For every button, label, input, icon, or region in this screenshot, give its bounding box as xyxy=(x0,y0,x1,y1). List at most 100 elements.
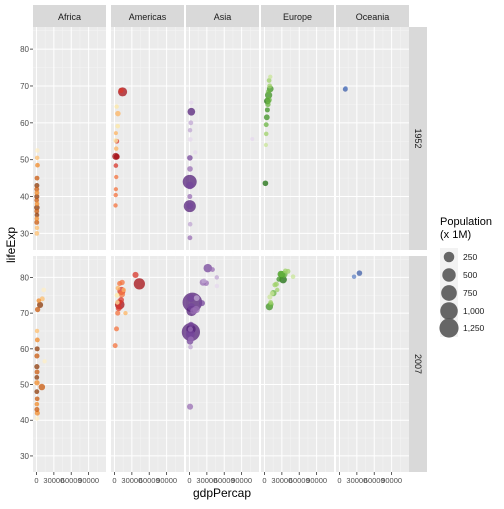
x-tick-label: 30000 xyxy=(43,476,64,485)
panel-asia-1952 xyxy=(186,27,259,250)
panel-background xyxy=(33,27,106,250)
data-point xyxy=(264,107,270,113)
panel-asia-2007 xyxy=(186,256,259,472)
x-tick-label: 90000 xyxy=(381,476,402,485)
data-point xyxy=(35,148,40,153)
data-point xyxy=(34,201,40,207)
data-point xyxy=(35,162,40,168)
data-point xyxy=(187,155,193,161)
data-point xyxy=(114,174,119,180)
data-point xyxy=(123,310,128,316)
data-point xyxy=(262,180,269,187)
data-point xyxy=(214,275,220,280)
data-point xyxy=(34,369,40,375)
x-tick-label: 0 xyxy=(337,476,341,485)
data-point xyxy=(199,300,205,307)
data-point xyxy=(250,137,255,142)
y-tick-label: 30 xyxy=(20,229,29,238)
legend-key-circle xyxy=(442,268,456,282)
data-point xyxy=(356,270,363,276)
data-point xyxy=(267,294,273,300)
data-point xyxy=(118,87,124,94)
data-point xyxy=(34,231,40,236)
data-point xyxy=(41,287,47,293)
data-point xyxy=(113,187,118,192)
data-point xyxy=(34,204,40,211)
panel-europe-1952 xyxy=(261,27,334,250)
panel-europe-2007 xyxy=(261,256,334,472)
facet-strip-label: Asia xyxy=(214,12,232,22)
data-point xyxy=(188,120,194,126)
data-point xyxy=(34,219,40,225)
facet-strip-europe xyxy=(261,5,334,27)
data-point xyxy=(351,274,357,279)
y-axis-title: lifeExp xyxy=(4,227,18,263)
panel-africa-1952 xyxy=(33,27,106,250)
data-point xyxy=(272,282,278,288)
data-point xyxy=(263,122,269,128)
data-point xyxy=(201,278,207,284)
data-point xyxy=(268,74,273,79)
data-point xyxy=(187,194,193,200)
data-point xyxy=(203,263,213,273)
data-point xyxy=(115,305,122,312)
y-tick-label: 60 xyxy=(20,119,29,128)
panel-background xyxy=(336,256,409,472)
panel-background xyxy=(261,27,334,250)
data-point xyxy=(34,212,40,218)
y-tick-label: 50 xyxy=(20,381,29,390)
data-point xyxy=(269,291,275,296)
points-layer xyxy=(34,74,363,421)
data-point xyxy=(113,153,120,160)
legend-key-circle xyxy=(440,302,458,320)
facet-strip-label: Europe xyxy=(283,12,312,22)
data-point xyxy=(115,110,121,117)
data-point xyxy=(34,401,40,407)
legend-key-label: 250 xyxy=(463,252,477,262)
legend-title-line1: Population xyxy=(440,216,492,228)
data-point xyxy=(188,321,194,328)
data-point xyxy=(285,268,291,274)
data-point xyxy=(187,221,193,227)
data-point xyxy=(113,146,119,151)
x-tick-label: 90000 xyxy=(78,476,99,485)
legend: Population (x 1M) 250 500 750 1,000 1,250 xyxy=(439,216,492,338)
x-tick-label: 30000 xyxy=(196,476,217,485)
data-point xyxy=(117,280,123,287)
data-point xyxy=(187,235,193,241)
legend-key-label: 500 xyxy=(463,270,477,280)
panel-oceania-2007 xyxy=(336,256,409,472)
data-point xyxy=(265,101,271,108)
data-point xyxy=(34,337,40,343)
data-point xyxy=(121,287,126,293)
facet-strip-americas xyxy=(111,5,184,27)
data-point xyxy=(263,142,269,148)
data-point xyxy=(114,292,120,298)
panel-africa-2007 xyxy=(33,256,106,472)
data-point xyxy=(34,186,40,192)
data-point xyxy=(34,175,40,181)
legend-key-label: 1,250 xyxy=(463,323,485,333)
data-point xyxy=(187,127,193,133)
data-point xyxy=(34,380,40,386)
data-point xyxy=(115,300,120,305)
y-tick-label: 50 xyxy=(20,156,29,165)
data-point xyxy=(263,114,270,121)
data-point xyxy=(133,278,145,290)
x-tick-label: 90000 xyxy=(306,476,327,485)
y-tick-label: 30 xyxy=(20,452,29,461)
data-point xyxy=(132,271,139,278)
y-tick-label: 40 xyxy=(20,416,29,425)
x-tick-label: 0 xyxy=(112,476,116,485)
data-point xyxy=(188,137,193,142)
strips-layer: Africa Americas Asia Europe Oceania 1952 2007 xyxy=(33,5,427,472)
data-point xyxy=(276,276,282,282)
facet-strip-asia xyxy=(186,5,259,27)
data-point xyxy=(113,203,118,208)
data-point xyxy=(36,298,42,303)
facet-strip-label: 1952 xyxy=(413,128,423,148)
facet-strip-oceania xyxy=(336,5,409,27)
data-point xyxy=(113,138,119,143)
data-point xyxy=(34,353,40,359)
